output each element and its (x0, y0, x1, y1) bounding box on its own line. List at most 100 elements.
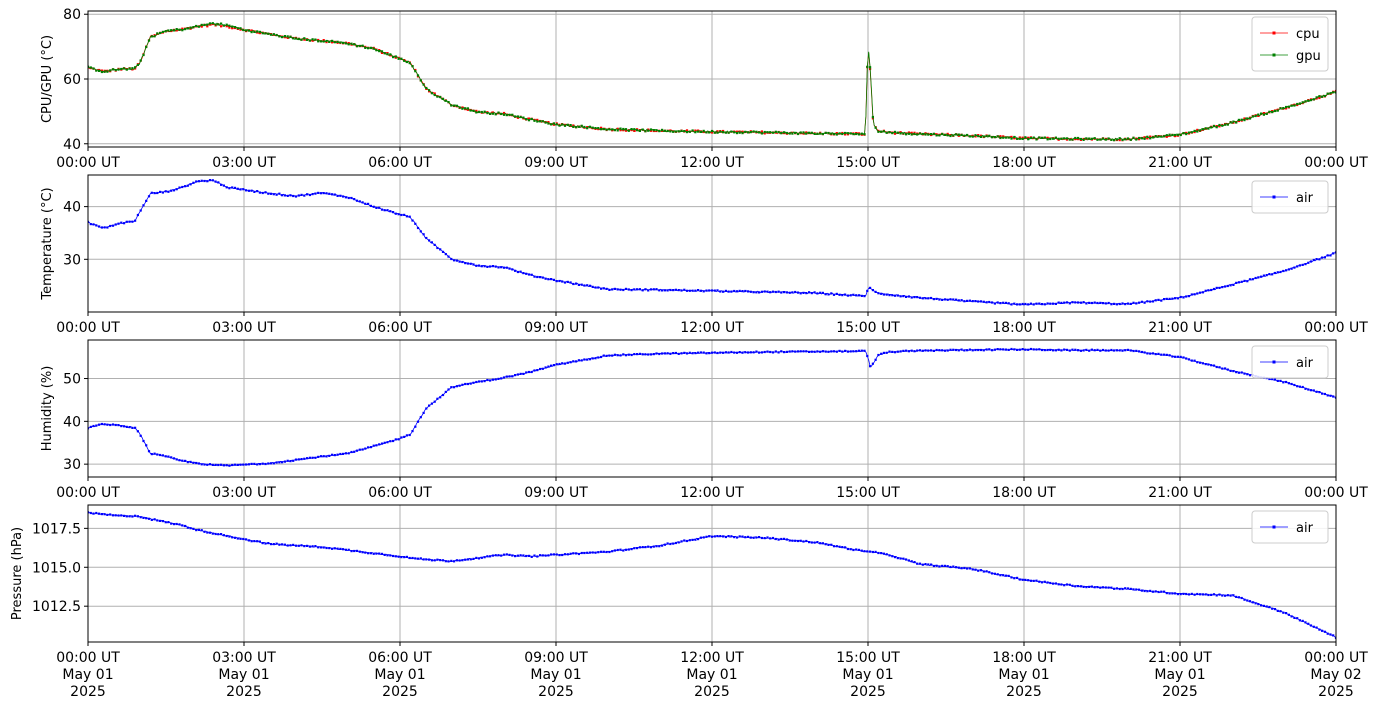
legend-marker (1272, 360, 1276, 364)
legend-label: air (1296, 356, 1314, 371)
x-date-label: May 01 (530, 667, 581, 683)
legend-marker (1272, 53, 1276, 57)
y-tick-label: 1015.0 (32, 560, 81, 576)
x-tick-label: 18:00 UT (992, 320, 1056, 336)
x-tick-label: 06:00 UT (368, 320, 432, 336)
x-date-label: May 01 (218, 667, 269, 683)
series-line (88, 511, 1336, 639)
series-air (88, 347, 1336, 467)
x-date-label: May 01 (842, 667, 893, 683)
plot-area (88, 511, 1336, 639)
panel-1: 00:00 UT 03:00 UT 06:00 UT 09:00 UT 12:00 UT… (40, 7, 1368, 171)
legend: air (1251, 180, 1329, 214)
x-date-label: May 01 (998, 667, 1049, 683)
y-tick-label: 1017.5 (32, 521, 81, 537)
x-tick-label: 18:00 UT (992, 485, 1056, 501)
x-tick-label: 00:00 UT (56, 320, 120, 336)
x-date-label: 2025 (1006, 684, 1042, 700)
plot-area (88, 347, 1336, 467)
y-axis-label: Pressure (hPa) (10, 527, 25, 620)
x-tick-label: 21:00 UT (1148, 320, 1212, 336)
legend-box (1251, 180, 1329, 214)
series-gpu (88, 22, 1336, 142)
x-tick-label: 09:00 UT (524, 485, 588, 501)
x-date-label: May 01 (1154, 667, 1205, 683)
series-air (88, 179, 1336, 306)
y-tick-label: 1012.5 (32, 599, 81, 615)
x-date-label: May 02 (1310, 667, 1361, 683)
x-date-label: 2025 (382, 684, 418, 700)
x-tick-label: 12:00 UT (680, 320, 744, 336)
panel-2: 00:00 UT 03:00 UT 06:00 UT 09:00 UT 12:00 UT… (40, 174, 1368, 336)
x-tick-label: 00:00 UT (1304, 155, 1368, 171)
y-tick-label: 60 (63, 72, 81, 88)
x-date-label: 2025 (226, 684, 262, 700)
plot-area (88, 179, 1336, 306)
x-tick-label: 21:00 UT (1148, 155, 1212, 171)
panel-3: 00:00 UT 03:00 UT 06:00 UT 09:00 UT 12:00 UT… (40, 339, 1368, 501)
legend-label: cpu (1296, 27, 1320, 42)
y-tick-label: 80 (63, 7, 81, 23)
x-tick-label: 00:00 UT (56, 650, 120, 666)
x-tick-label: 12:00 UT (680, 485, 744, 501)
legend-box (1251, 16, 1329, 72)
x-date-label: May 01 (62, 667, 113, 683)
y-tick-label: 50 (63, 372, 81, 388)
x-tick-label: 18:00 UT (992, 155, 1056, 171)
x-tick-label: 03:00 UT (212, 485, 276, 501)
x-tick-label: 18:00 UT (992, 650, 1056, 666)
x-tick-label: 00:00 UT (56, 485, 120, 501)
x-date-label: May 01 (686, 667, 737, 683)
x-tick-label: 06:00 UT (368, 485, 432, 501)
legend: air (1251, 510, 1329, 544)
legend-box (1251, 510, 1329, 544)
y-axis-label: Temperature (°C) (40, 187, 55, 300)
x-tick-label: 15:00 UT (836, 320, 900, 336)
x-tick-label: 03:00 UT (212, 320, 276, 336)
x-tick-label: 00:00 UT (56, 155, 120, 171)
x-tick-label: 03:00 UT (212, 650, 276, 666)
x-tick-label: 15:00 UT (836, 155, 900, 171)
x-date-label: 2025 (70, 684, 106, 700)
legend-label: air (1296, 191, 1314, 206)
x-date-label: 2025 (694, 684, 730, 700)
x-tick-label: 00:00 UT (1304, 650, 1368, 666)
x-tick-label: 15:00 UT (836, 650, 900, 666)
x-tick-label: 12:00 UT (680, 650, 744, 666)
series-air (88, 511, 1336, 639)
series-line (88, 22, 1336, 141)
y-tick-label: 30 (63, 252, 81, 268)
legend-marker (1272, 525, 1276, 529)
y-axis-label: CPU/GPU (°C) (40, 35, 55, 123)
x-tick-label: 12:00 UT (680, 155, 744, 171)
x-date-label: 2025 (1318, 684, 1354, 700)
legend-marker (1272, 195, 1276, 199)
legend-label: gpu (1296, 49, 1321, 64)
x-tick-label: 06:00 UT (368, 650, 432, 666)
legend-box (1251, 345, 1329, 379)
x-date-label: May 01 (374, 667, 425, 683)
legend-marker (1272, 31, 1276, 35)
x-tick-label: 15:00 UT (836, 485, 900, 501)
x-tick-label: 09:00 UT (524, 155, 588, 171)
series-line (88, 179, 1336, 306)
y-tick-label: 30 (63, 457, 81, 473)
x-tick-label: 09:00 UT (524, 320, 588, 336)
y-tick-label: 40 (63, 137, 81, 153)
y-tick-label: 40 (63, 414, 81, 430)
plot-area (88, 22, 1336, 142)
x-tick-label: 00:00 UT (1304, 485, 1368, 501)
series-line (88, 348, 1336, 467)
x-date-label: 2025 (1162, 684, 1198, 700)
x-tick-label: 21:00 UT (1148, 485, 1212, 501)
legend: air (1251, 345, 1329, 379)
y-axis-label: Humidity (%) (40, 366, 55, 452)
x-tick-label: 21:00 UT (1148, 650, 1212, 666)
x-date-label: 2025 (538, 684, 574, 700)
x-tick-label: 09:00 UT (524, 650, 588, 666)
y-tick-label: 40 (63, 200, 81, 216)
legend: cpu gpu (1251, 16, 1329, 72)
x-tick-label: 00:00 UT (1304, 320, 1368, 336)
